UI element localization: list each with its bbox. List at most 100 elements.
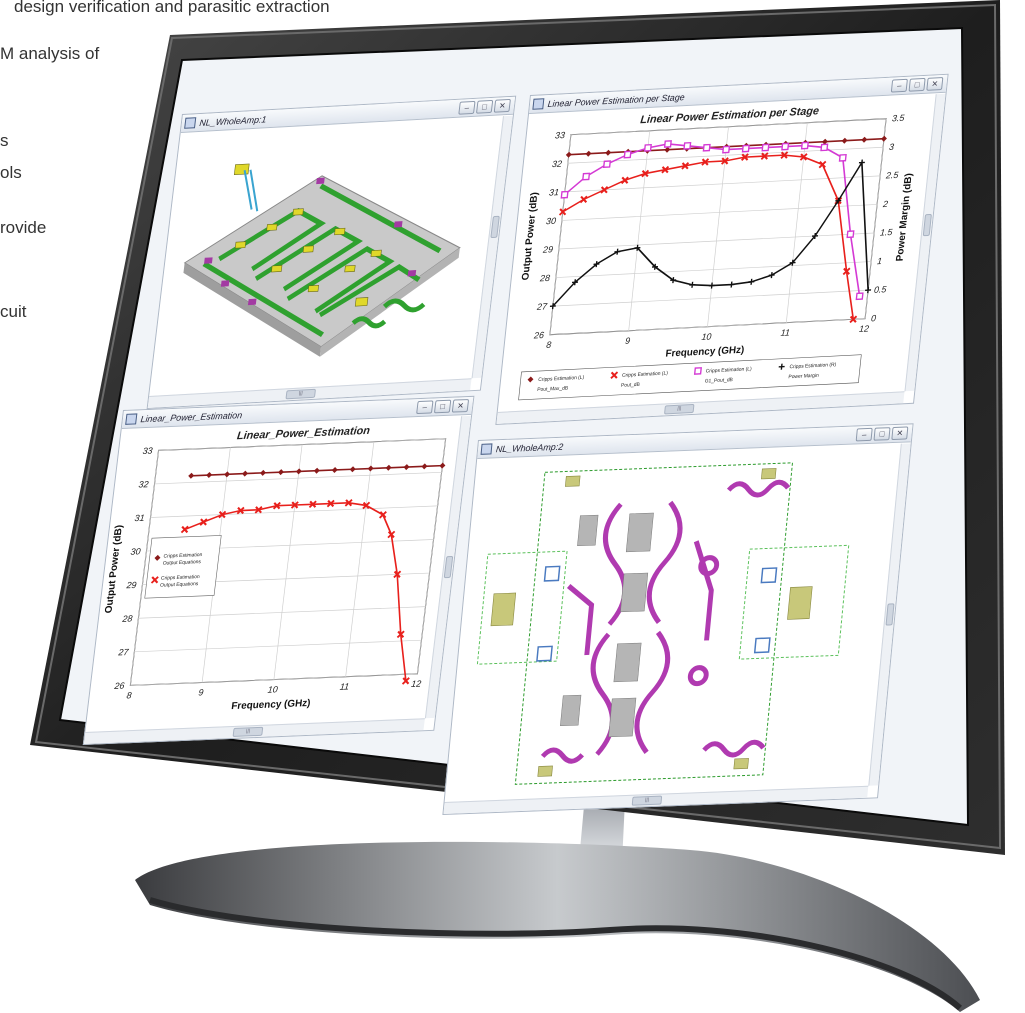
data-point [835, 197, 842, 204]
data-point [254, 505, 263, 514]
scrollbar-thumb[interactable]: ||| [232, 726, 264, 737]
x-tick-label: 10 [701, 331, 712, 342]
data-point [838, 153, 847, 162]
layout-board-side [183, 262, 322, 357]
grid-line [570, 118, 887, 136]
y2-tick-label: 0.5 [873, 284, 886, 295]
chart-window-icon [125, 413, 138, 425]
data-point [180, 525, 189, 534]
grid-line [130, 673, 418, 686]
data-point [308, 500, 317, 509]
y-tick-label: 32 [138, 479, 149, 489]
vias [536, 565, 778, 662]
scrollbar-thumb[interactable] [885, 603, 895, 626]
data-point [326, 499, 335, 508]
data-point [621, 176, 629, 185]
scrollbar-thumb[interactable] [490, 215, 500, 239]
grid-line [158, 438, 446, 451]
y-tick-label: 26 [533, 330, 545, 341]
grid-line [552, 289, 869, 307]
x-tick-label: 11 [339, 681, 349, 691]
data-point [558, 208, 567, 216]
layout-3d-view[interactable] [149, 116, 503, 396]
x-tick-label: 12 [859, 323, 870, 334]
chart-linear-power-estimation: Linear_Power_Estimation 8 9 10 11 12 26 27 28 29 3… [104, 425, 447, 712]
data-point [681, 162, 690, 170]
window-nl-wholeamp-1[interactable]: NL_WholeAmp:1 – □ ✕ [146, 95, 517, 409]
minimize-button[interactable]: – [890, 78, 908, 93]
data-point [768, 272, 775, 279]
data-point [349, 466, 356, 473]
grid-line [558, 232, 875, 250]
data-point [820, 143, 829, 152]
layout-board [183, 175, 461, 348]
minimize-button[interactable]: – [855, 427, 873, 442]
chart-window-icon [184, 117, 197, 129]
scrollbar-thumb[interactable]: ||| [285, 388, 317, 400]
window-nl-wholeamp-2[interactable]: NL_WholeAmp:2 – □ ✕ [442, 423, 914, 815]
data-point [277, 469, 284, 476]
grid-line [154, 471, 442, 485]
data-point [593, 261, 600, 268]
grid-line [138, 606, 426, 619]
bg-text-line: M analysis of [0, 44, 100, 63]
layout-traces [540, 479, 791, 764]
legend-sub-label: Pout_dB [621, 382, 641, 389]
maximize-button[interactable]: □ [873, 427, 891, 441]
data-point [565, 151, 572, 158]
scrollbar-thumb[interactable]: ||| [663, 403, 695, 415]
data-point [403, 464, 410, 471]
legend-label: Cripps Estimation [163, 552, 203, 560]
close-button[interactable]: ✕ [926, 77, 944, 91]
y-tick-label: 29 [542, 244, 554, 255]
close-button[interactable]: ✕ [493, 98, 511, 113]
maximize-button[interactable]: □ [908, 77, 926, 92]
data-point [741, 153, 749, 161]
data-point [778, 363, 785, 370]
close-button[interactable]: ✕ [891, 426, 909, 441]
data-point [614, 248, 621, 255]
y-tick-label: 33 [142, 446, 153, 456]
x-tick-label: 10 [267, 684, 278, 694]
data-point [855, 292, 864, 301]
data-point [643, 143, 652, 152]
grid-line [555, 261, 872, 278]
minimize-button[interactable]: – [458, 100, 476, 115]
data-point [600, 186, 609, 194]
data-point [260, 469, 266, 476]
x-tick-label: 8 [126, 690, 132, 700]
data-point [421, 463, 428, 470]
y2-axis-label: Power Margin (dB) [895, 173, 915, 262]
maximize-button[interactable]: □ [475, 99, 494, 114]
data-point [362, 501, 371, 510]
scrollbar-thumb[interactable]: ||| [631, 795, 663, 806]
y-tick-label: 29 [125, 580, 137, 590]
grid-line [549, 318, 866, 336]
layout-2d-view[interactable] [445, 444, 901, 802]
window-linear-power-per-stage[interactable]: Linear Power Estimation per Stage – □ ✕ … [495, 73, 949, 425]
grid-line [130, 450, 159, 686]
minimize-button[interactable]: – [416, 400, 434, 415]
chart-area[interactable]: Linear_Power_Estimation 8 9 10 11 12 26 27 28 29 3… [85, 416, 461, 732]
layout-traces [202, 183, 442, 337]
data-point [861, 136, 868, 143]
grid-line [273, 444, 303, 680]
data-point [623, 150, 632, 159]
data-point [842, 267, 851, 276]
data-point [439, 462, 446, 469]
data-point [582, 172, 591, 181]
scrollbar-thumb[interactable] [443, 555, 454, 579]
scrollbar-thumb[interactable] [922, 213, 932, 237]
3d-layout-drawing [183, 163, 461, 357]
maximize-button[interactable]: □ [433, 399, 452, 414]
window-linear-power-estimation[interactable]: Linear_Power_Estimation – □ ✕ Linear_Pow… [82, 395, 475, 745]
data-point [728, 281, 735, 288]
chart-area[interactable]: Linear Power Estimation per Stage 8 9 10 11 1… [498, 94, 936, 412]
data-point [799, 153, 808, 161]
data-point [199, 518, 208, 526]
data-point [708, 282, 715, 289]
grid-line [150, 505, 438, 518]
grid-line [561, 204, 878, 221]
close-button[interactable]: ✕ [451, 399, 470, 413]
